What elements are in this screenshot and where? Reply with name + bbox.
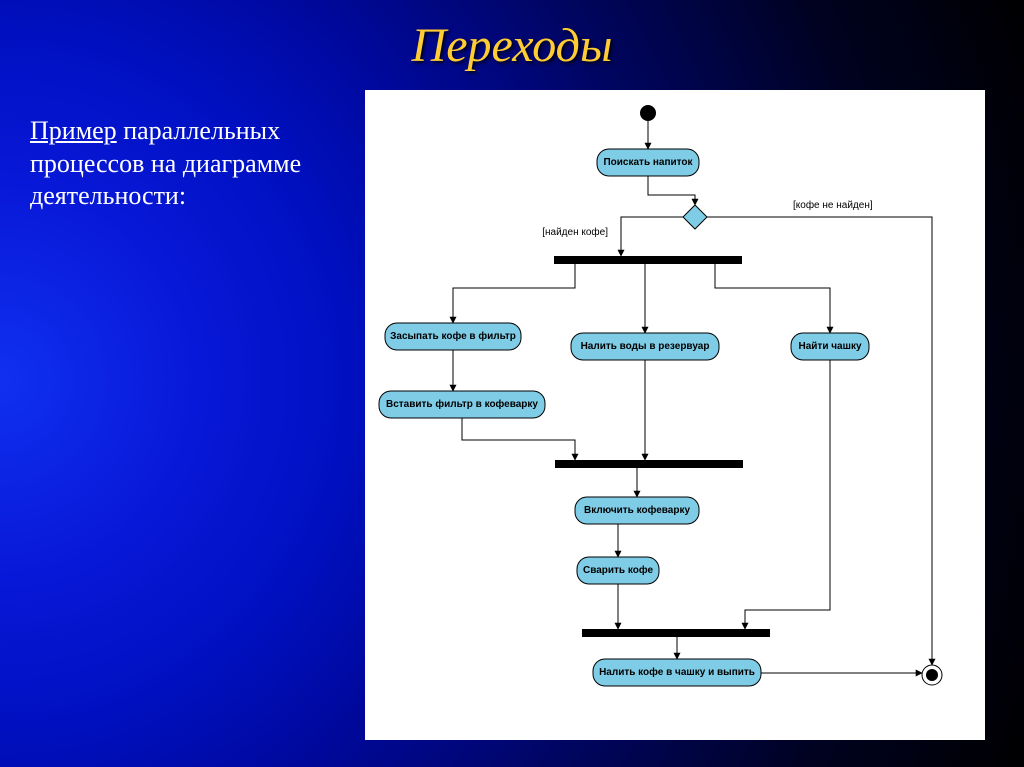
svg-text:Налить воды в резервуар: Налить воды в резервуар [581,341,710,352]
svg-text:Налить кофе в чашку и выпить: Налить кофе в чашку и выпить [599,666,755,678]
edge-e1 [648,176,695,205]
activity-diagram: Поискать напиток Засыпать кофе в фильтр На… [365,90,985,740]
start-node [640,105,656,121]
sync-bar-join2 [582,629,770,637]
svg-text:Поискать напиток: Поискать напиток [603,157,693,168]
sync-bar-fork1 [554,256,742,264]
activity-n_water: Налить воды в резервуар [571,333,719,360]
final-node-dot [926,669,938,681]
edge-e2c [715,264,830,333]
svg-text:Найти чашку: Найти чашку [798,341,861,352]
edge-e11 [707,217,932,665]
caption-underlined: Пример [30,116,117,145]
activity-n_turnon: Включить кофеварку [575,497,699,524]
slide-title: Переходы [0,18,1024,73]
sync-bar-join1 [555,460,743,468]
edge-e2a [453,264,575,323]
decision-node [683,205,707,229]
slide-root: Переходы Пример параллельных процессов н… [0,0,1024,767]
slide-caption: Пример параллельных процессов на диаграм… [30,115,350,213]
edge-e8b [745,360,830,629]
svg-text:Сварить кофе: Сварить кофе [583,564,653,576]
guard-g_found: [найден кофе] [542,226,608,238]
guard-g_notfound: [кофе не найден] [793,199,873,211]
edge-e1b [621,217,683,256]
activity-n_drink: Налить кофе в чашку и выпить [593,659,761,686]
svg-text:Вставить фильтр в кофеварку: Вставить фильтр в кофеварку [386,398,538,410]
edge-e4 [462,418,575,460]
svg-text:Засыпать кофе в фильтр: Засыпать кофе в фильтр [390,330,516,342]
activity-n_search: Поискать напиток [597,149,699,176]
svg-text:Включить кофеварку: Включить кофеварку [584,504,690,516]
diagram-svg: Поискать напиток Засыпать кофе в фильтр На… [365,90,985,740]
activity-n_insert: Вставить фильтр в кофеварку [379,391,545,418]
activity-n_pour1: Засыпать кофе в фильтр [385,323,521,350]
activity-n_cup: Найти чашку [791,333,869,360]
activity-n_brew: Сварить кофе [577,557,659,584]
